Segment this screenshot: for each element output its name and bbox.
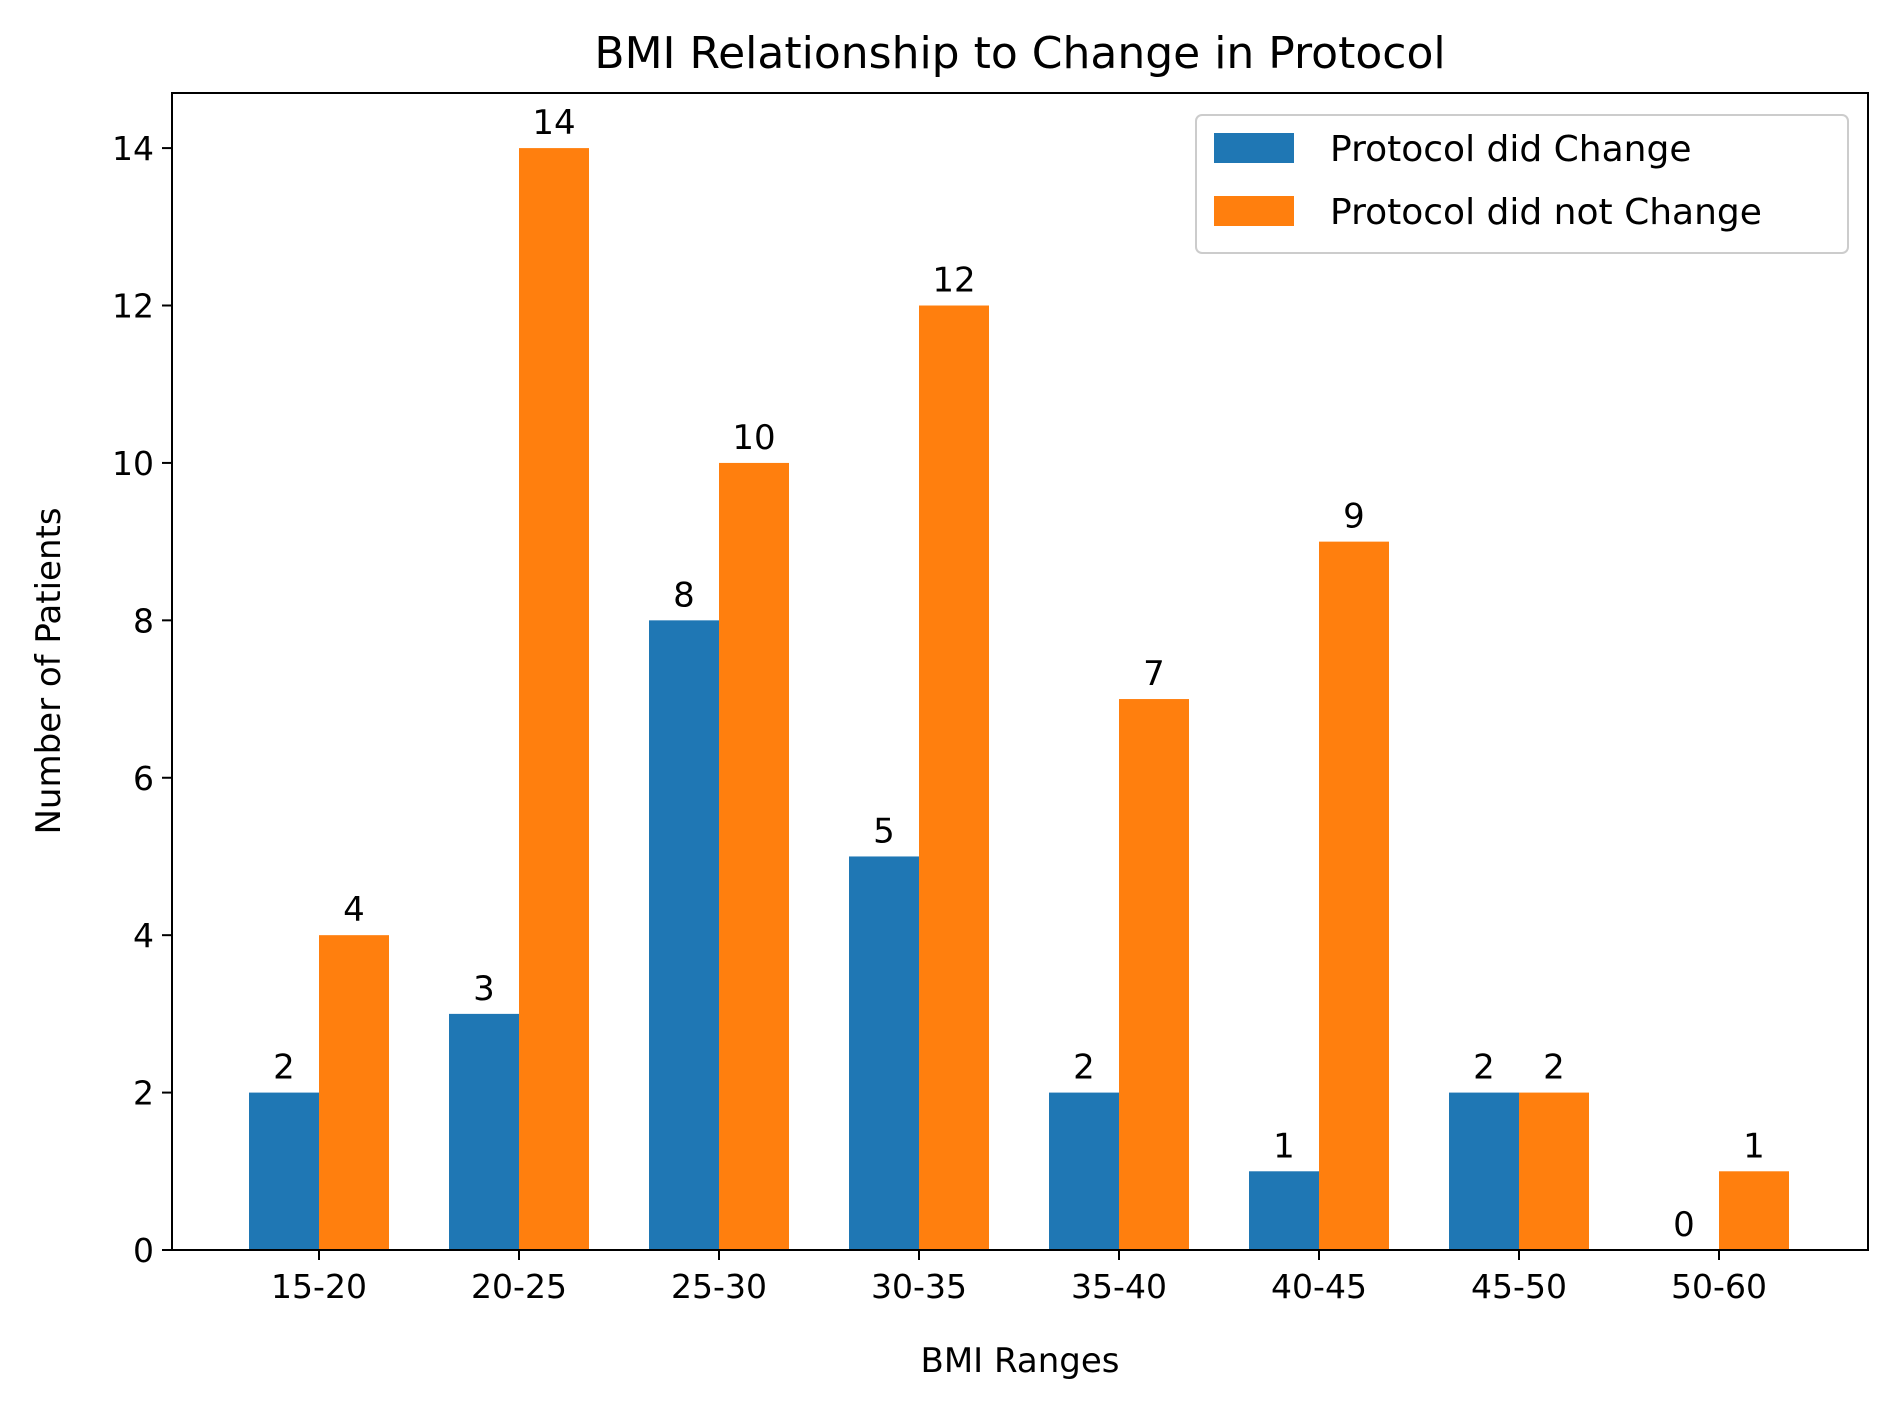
plot-frame xyxy=(171,92,1869,1251)
data-label: 1 xyxy=(1743,1126,1765,1166)
y-tick-label: 8 xyxy=(133,601,154,640)
data-label: 8 xyxy=(673,575,695,615)
x-tick-label: 30-35 xyxy=(871,1267,967,1306)
data-label: 2 xyxy=(1543,1048,1565,1088)
bar-protocol-changed xyxy=(1249,1171,1319,1250)
data-label: 14 xyxy=(532,103,575,143)
y-tick-label: 10 xyxy=(112,444,154,483)
legend-swatch xyxy=(1214,196,1294,226)
data-label: 12 xyxy=(932,261,975,301)
bar-protocol-not-changed xyxy=(919,305,989,1250)
legend-box xyxy=(1195,114,1849,254)
bar-protocol-not-changed xyxy=(1519,1092,1589,1250)
chart-title: BMI Relationship to Change in Protocol xyxy=(594,28,1445,79)
data-label: 2 xyxy=(1473,1048,1495,1088)
plot-area: 024681012142415-2031420-2581025-3051230-… xyxy=(112,103,1789,1306)
x-tick-label: 35-40 xyxy=(1071,1267,1167,1306)
bar-protocol-changed xyxy=(449,1013,519,1250)
bar-protocol-changed xyxy=(249,1092,319,1250)
legend-swatch xyxy=(1214,133,1294,163)
bar-protocol-not-changed xyxy=(719,462,789,1250)
data-label: 10 xyxy=(732,418,775,458)
y-tick-label: 6 xyxy=(133,759,154,798)
x-tick-label: 15-20 xyxy=(271,1267,367,1306)
y-tick-label: 12 xyxy=(112,287,154,326)
bar-protocol-not-changed xyxy=(1719,1171,1789,1250)
data-label: 0 xyxy=(1673,1205,1695,1245)
bar-protocol-changed xyxy=(649,620,719,1250)
data-label: 4 xyxy=(343,890,365,930)
y-tick-label: 2 xyxy=(133,1074,154,1113)
data-label: 1 xyxy=(1273,1126,1295,1166)
y-tick-label: 14 xyxy=(112,129,154,168)
legend-label: Protocol did Change xyxy=(1330,129,1692,170)
x-tick-label: 45-50 xyxy=(1471,1267,1567,1306)
x-tick-label: 20-25 xyxy=(471,1267,567,1306)
data-label: 7 xyxy=(1143,654,1165,694)
x-tick-label: 40-45 xyxy=(1271,1267,1367,1306)
data-label: 2 xyxy=(273,1048,295,1088)
data-label: 9 xyxy=(1343,497,1365,537)
legend-label: Protocol did not Change xyxy=(1330,192,1762,233)
bar-protocol-not-changed xyxy=(319,935,389,1250)
bar-protocol-not-changed xyxy=(1119,699,1189,1250)
y-axis-label: Number of Patients xyxy=(29,507,69,834)
x-tick-label: 25-30 xyxy=(671,1267,767,1306)
bar-protocol-not-changed xyxy=(519,148,589,1251)
x-tick-label: 50-60 xyxy=(1671,1267,1767,1306)
bar-protocol-changed xyxy=(1049,1092,1119,1250)
data-label: 2 xyxy=(1073,1048,1095,1088)
data-label: 5 xyxy=(873,811,895,851)
bar-protocol-changed xyxy=(849,856,919,1250)
data-label: 3 xyxy=(473,969,495,1009)
x-axis-label: BMI Ranges xyxy=(921,1341,1120,1381)
legend: Protocol did Change Protocol did not Chan… xyxy=(1195,114,1849,254)
bar-protocol-not-changed xyxy=(1319,541,1389,1250)
y-tick-label: 4 xyxy=(133,916,154,955)
bar-protocol-changed xyxy=(1449,1092,1519,1250)
y-tick-label: 0 xyxy=(133,1231,154,1270)
